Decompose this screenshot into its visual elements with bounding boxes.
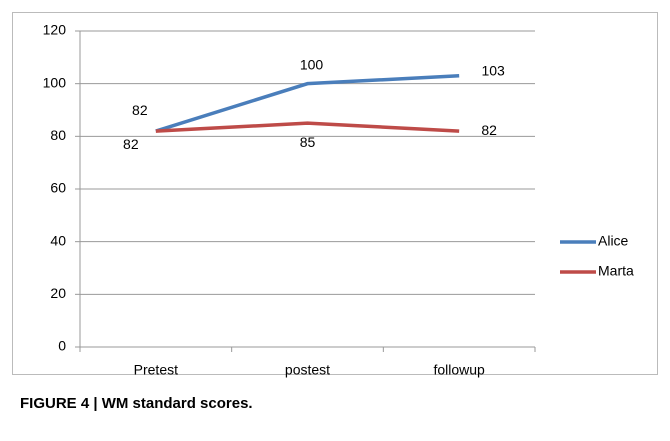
series-line	[155, 74, 460, 133]
chart-frame	[12, 12, 658, 375]
y-tick-label: 0	[58, 338, 66, 354]
x-tick-label: Pretest	[134, 362, 178, 378]
y-tick-label: 20	[50, 285, 66, 301]
data-label: 82	[481, 122, 497, 138]
series-line	[155, 121, 460, 133]
caption: FIGURE 4 | WM standard scores.	[20, 395, 253, 412]
y-tick-label: 60	[50, 180, 66, 196]
y-tick-label: 100	[43, 74, 67, 90]
data-label: 82	[132, 102, 148, 118]
y-tick-label: 40	[50, 232, 66, 248]
legend-label: Alice	[598, 233, 629, 249]
y-tick-label: 80	[50, 127, 66, 143]
data-label: 85	[300, 134, 316, 150]
y-tick-label: 120	[43, 22, 67, 38]
data-label: 82	[123, 136, 139, 152]
data-label: 100	[300, 56, 324, 72]
data-label: 103	[481, 62, 505, 78]
x-tick-label: postest	[285, 362, 330, 378]
legend-label: Marta	[598, 263, 634, 279]
x-tick-label: followup	[433, 362, 485, 378]
